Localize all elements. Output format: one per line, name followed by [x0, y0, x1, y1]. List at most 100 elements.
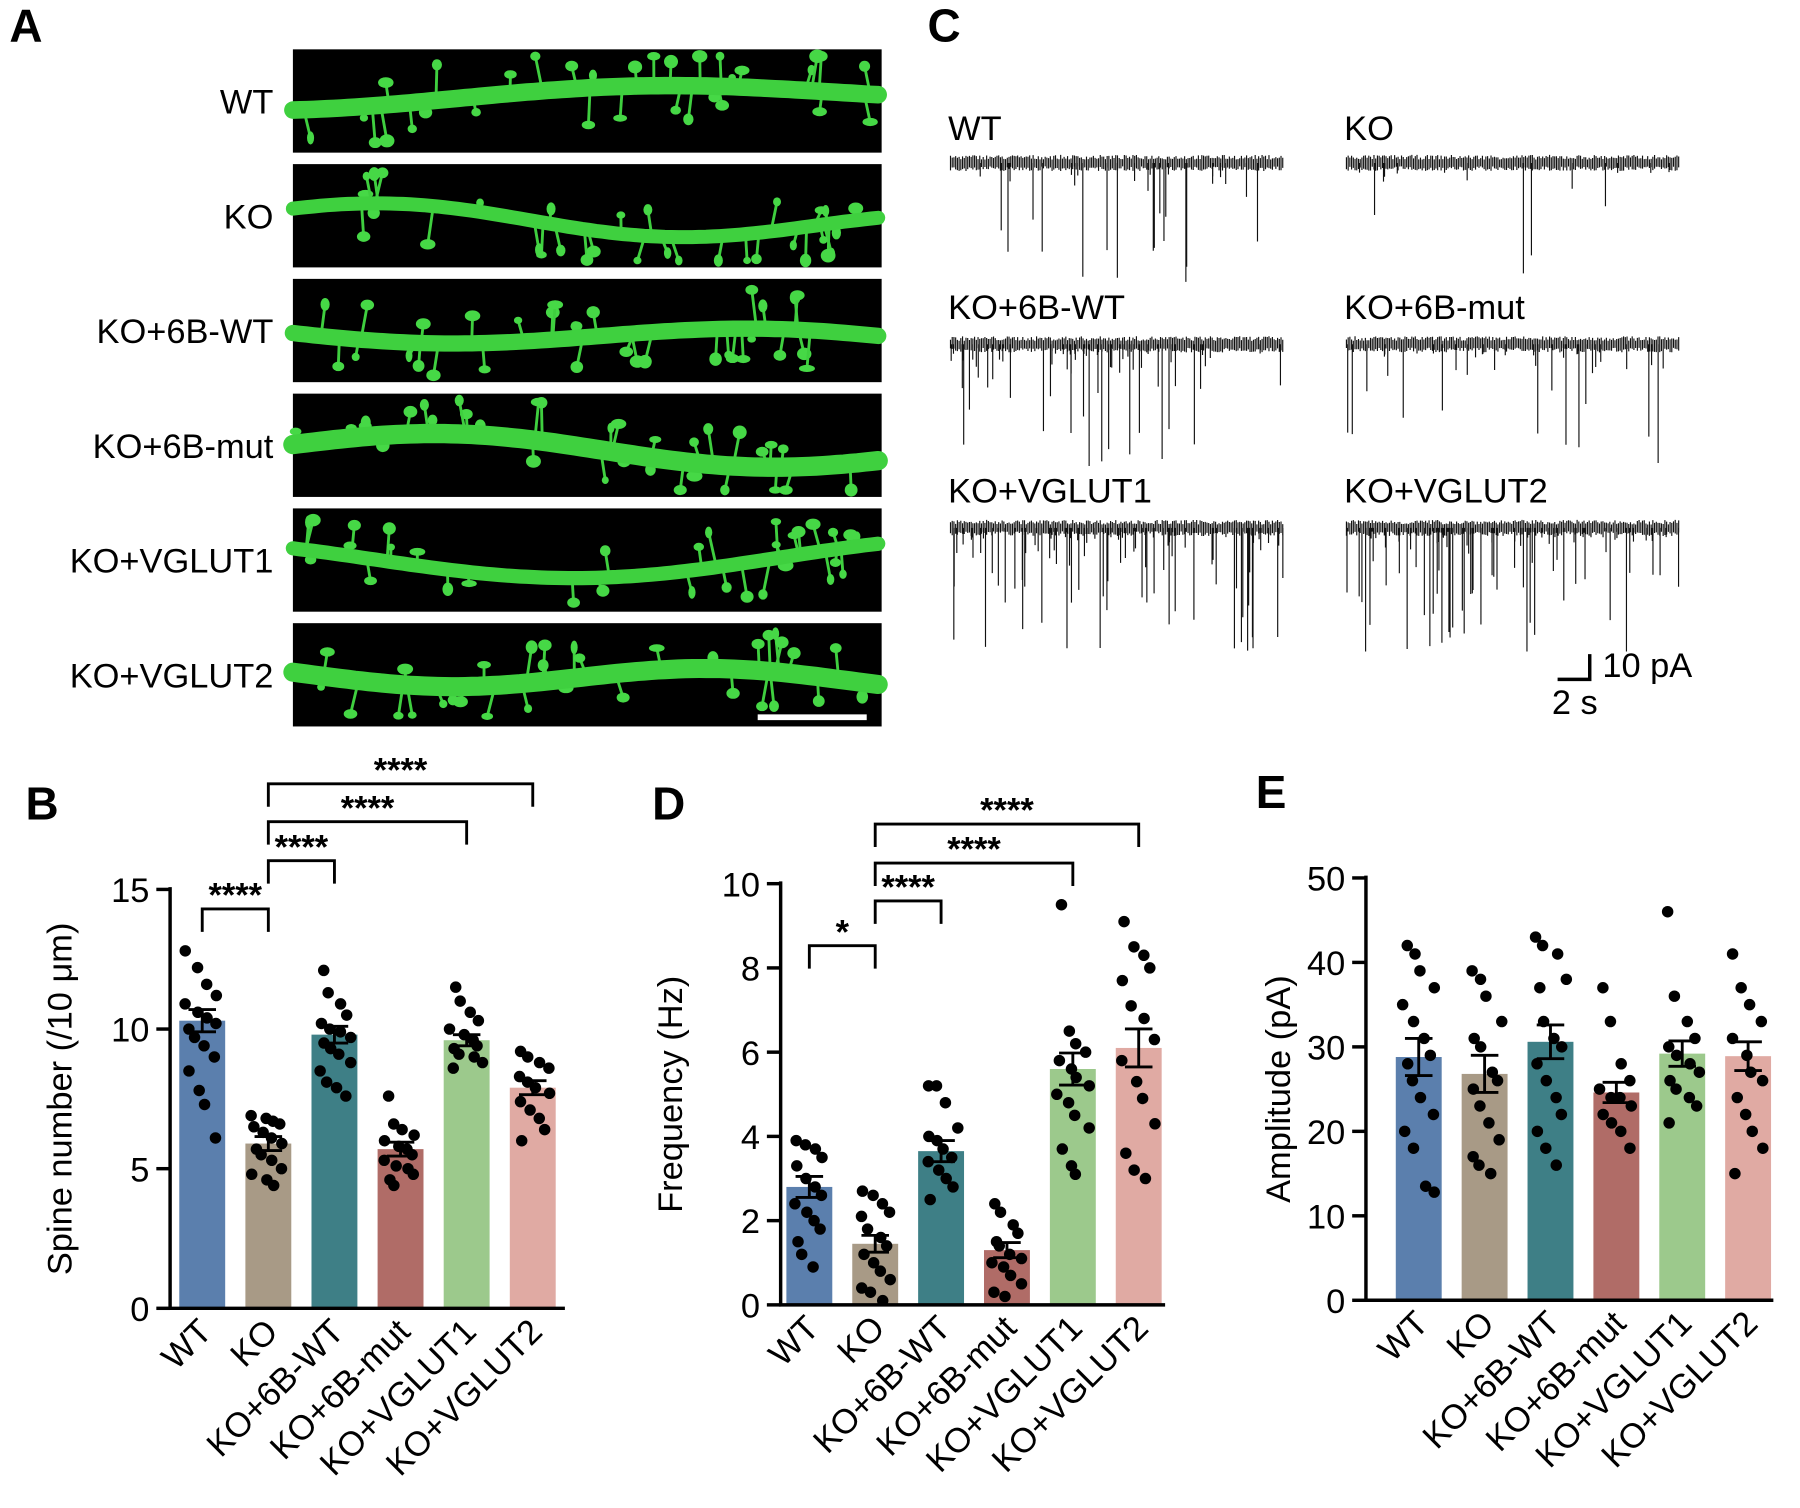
- data-point: [1670, 1049, 1683, 1062]
- data-point: [999, 1290, 1011, 1303]
- data-point: [1414, 965, 1426, 977]
- x-tick-label: WT: [155, 1312, 220, 1377]
- data-point: [344, 1056, 357, 1069]
- data-point: [1062, 1096, 1075, 1109]
- significance-label: ****: [980, 792, 1034, 830]
- data-point: [814, 1223, 826, 1235]
- bar: [311, 1034, 358, 1309]
- y-tick-label: 4: [741, 1119, 760, 1157]
- spine-head: [769, 486, 782, 494]
- row-label: WT: [220, 84, 273, 122]
- data-point: [1726, 1032, 1739, 1045]
- scale-bar: [1557, 654, 1592, 682]
- panel-label: B: [25, 777, 58, 829]
- spine-head: [360, 299, 375, 311]
- data-point: [808, 1214, 820, 1227]
- row-label: KO+VGLUT1: [70, 543, 274, 581]
- spine-head: [471, 107, 481, 117]
- spine-head: [827, 527, 839, 537]
- data-point: [809, 1143, 822, 1155]
- data-point: [1427, 1108, 1440, 1121]
- panel-label: D: [652, 777, 685, 829]
- data-point: [1051, 1088, 1063, 1101]
- data-point: [1063, 1025, 1076, 1037]
- y-axis-label: Frequency (Hz): [652, 976, 690, 1213]
- spine-head: [351, 352, 360, 362]
- data-point: [1007, 1219, 1019, 1231]
- data-point: [1531, 1058, 1543, 1070]
- trace: [1345, 519, 1680, 652]
- spine-head: [616, 211, 626, 219]
- spine-head: [409, 547, 426, 556]
- trace-label: WT: [948, 110, 1002, 148]
- data-point: [317, 964, 330, 977]
- data-point: [1125, 1000, 1137, 1012]
- data-point: [922, 1080, 935, 1092]
- data-point: [314, 1065, 326, 1077]
- data-point: [183, 1065, 195, 1077]
- data-point: [993, 1240, 1005, 1252]
- spine-head: [638, 354, 652, 369]
- y-tick-label: 30: [1307, 1030, 1345, 1068]
- data-point: [800, 1172, 812, 1185]
- data-point: [387, 1118, 400, 1130]
- spine-head: [530, 397, 547, 407]
- data-point: [276, 1137, 288, 1150]
- spine-head: [570, 361, 584, 373]
- spine-head: [720, 484, 730, 496]
- spine-head: [586, 245, 601, 258]
- row-label: KO+6B-WT: [97, 313, 274, 351]
- data-point: [464, 1006, 476, 1019]
- data-point: [1745, 1066, 1757, 1078]
- spine-head: [755, 446, 769, 457]
- spine-head: [481, 712, 494, 720]
- spine-head: [427, 414, 438, 426]
- row-label: KO: [224, 198, 274, 236]
- data-point: [1083, 1080, 1096, 1092]
- spine-head: [403, 405, 418, 418]
- data-point: [816, 1151, 828, 1164]
- data-point: [855, 1210, 868, 1223]
- spine-head: [820, 248, 836, 263]
- data-point: [201, 1012, 213, 1024]
- spine-head: [856, 689, 869, 704]
- data-point: [1661, 905, 1674, 918]
- data-point: [1664, 1074, 1676, 1087]
- spine-head: [773, 197, 782, 207]
- spine-head: [477, 660, 491, 669]
- y-tick-label: 50: [1307, 861, 1345, 899]
- data-point: [471, 1040, 483, 1052]
- data-point: [986, 1257, 998, 1269]
- data-point: [1683, 1091, 1696, 1104]
- spine-head: [692, 50, 708, 63]
- data-point: [789, 1198, 801, 1210]
- spine-head: [709, 352, 722, 366]
- spine-head: [461, 580, 477, 588]
- spine-head: [565, 60, 579, 72]
- data-point: [1681, 1015, 1694, 1028]
- spine-head: [743, 256, 751, 265]
- spine-head: [745, 284, 759, 295]
- y-tick-label: 10: [722, 866, 760, 904]
- data-point: [454, 995, 466, 1007]
- spine-head: [812, 107, 827, 117]
- significance-bracket: [873, 899, 943, 924]
- data-point: [1540, 1074, 1553, 1087]
- data-point: [1406, 1074, 1419, 1087]
- spine-head: [567, 597, 580, 608]
- spine-head: [732, 425, 747, 440]
- data-point: [1551, 948, 1564, 960]
- spine-head: [601, 476, 609, 485]
- spine-head: [751, 253, 762, 265]
- data-point: [378, 1154, 390, 1167]
- data-point: [1414, 1091, 1427, 1104]
- spine-head: [773, 349, 787, 361]
- data-point: [274, 1118, 286, 1130]
- data-point: [514, 1095, 527, 1108]
- data-point: [449, 981, 462, 993]
- axes: [1364, 875, 1774, 1302]
- data-point: [1130, 1075, 1143, 1088]
- data-point: [1407, 1015, 1420, 1028]
- significance-bracket: [873, 822, 1141, 847]
- spine-head: [387, 543, 395, 551]
